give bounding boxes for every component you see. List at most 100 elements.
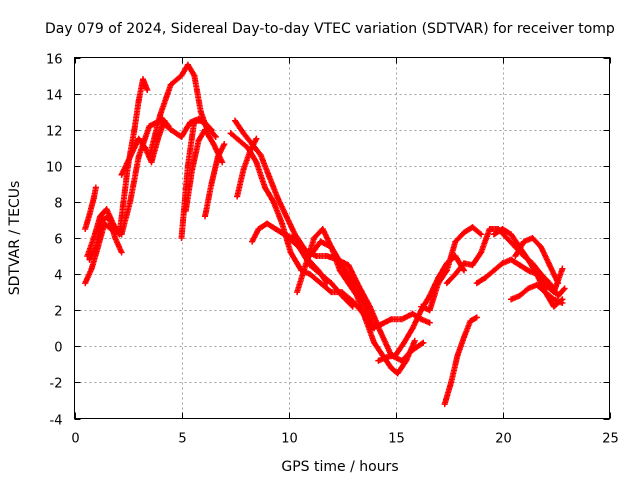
data-point [478, 249, 485, 256]
data-point [214, 153, 221, 160]
data-point [88, 265, 95, 272]
data-point [550, 289, 557, 296]
data-point [279, 220, 286, 227]
data-point [411, 337, 418, 344]
data-point [473, 280, 480, 287]
data-point [197, 108, 204, 115]
data-point [178, 72, 185, 79]
data-point [264, 220, 271, 227]
data-point [178, 235, 185, 241]
data-point [388, 316, 395, 323]
data-point [371, 339, 378, 346]
x-axis-label: GPS time / hours [281, 459, 398, 475]
data-point [285, 235, 292, 241]
data-point [270, 198, 277, 205]
data-point [490, 267, 497, 274]
y-tick-label: 8 [54, 197, 62, 212]
data-point [139, 76, 146, 83]
data-point [219, 159, 226, 166]
data-point [533, 281, 540, 288]
series-sat-b [82, 184, 99, 232]
data-point [559, 265, 566, 272]
series-sat-d [86, 213, 125, 263]
series-sat-m [234, 135, 260, 200]
y-tick-label: -2 [50, 377, 63, 392]
series-sat-x [508, 281, 566, 306]
data-point [306, 253, 313, 260]
data-point [555, 292, 562, 299]
data-point [420, 339, 427, 346]
data-point [409, 310, 416, 317]
data-point [529, 235, 536, 241]
series-sat-h [178, 117, 215, 241]
data-point [266, 173, 273, 180]
data-point [349, 280, 356, 287]
data-point [490, 231, 497, 238]
data-point [538, 244, 545, 251]
data-point [131, 126, 138, 133]
data-point [328, 289, 335, 296]
series-sat-q [285, 235, 356, 310]
y-tick-label: 0 [54, 341, 62, 356]
y-tick-label: 2 [54, 305, 62, 320]
series-sat-i [182, 126, 226, 214]
data-point [409, 325, 416, 332]
data-point [533, 271, 540, 278]
grid-lines [74, 57, 610, 419]
data-point [383, 354, 390, 361]
series-sat-v [473, 256, 566, 296]
data-point [255, 225, 262, 232]
data-point [469, 224, 476, 231]
data-point [520, 238, 527, 245]
data-point [377, 328, 384, 335]
data-point [426, 307, 433, 314]
data-point [512, 253, 519, 260]
data-point [317, 238, 324, 245]
data-point [349, 303, 356, 310]
data-point [144, 86, 151, 93]
data-point [418, 303, 425, 310]
data-point [86, 211, 93, 218]
data-point [127, 153, 134, 160]
data-point [236, 137, 243, 144]
data-point [195, 137, 202, 144]
data-point [234, 193, 241, 200]
data-point [516, 262, 523, 269]
data-point [525, 267, 532, 274]
data-point [221, 141, 228, 148]
data-point [317, 271, 324, 278]
data-point [452, 253, 459, 260]
data-point [103, 206, 110, 213]
data-point [135, 135, 142, 142]
data-point [546, 262, 553, 269]
series-marks [84, 76, 151, 259]
data-point [508, 256, 515, 263]
data-point [375, 357, 382, 364]
data-point [339, 292, 345, 299]
data-point [274, 195, 281, 202]
data-point [184, 61, 191, 68]
series-sat-j [202, 141, 228, 220]
data-point [313, 253, 320, 260]
data-point [86, 256, 93, 263]
data-point [240, 166, 247, 173]
data-point [319, 225, 326, 232]
data-point [287, 249, 294, 256]
data-point [97, 213, 104, 220]
data-point [336, 267, 343, 274]
data-point [202, 213, 209, 220]
x-tick-label: 5 [178, 432, 186, 447]
data-point [401, 339, 408, 346]
series-sat-g [150, 115, 172, 130]
data-point [360, 298, 367, 305]
data-point [328, 244, 335, 251]
y-tick-label: 4 [54, 269, 62, 284]
data-point [157, 112, 164, 119]
data-point [469, 262, 476, 269]
data-point [452, 238, 459, 245]
data-point [249, 238, 256, 245]
data-point [165, 123, 172, 130]
y-tick-label: 10 [46, 161, 63, 176]
data-point [460, 229, 467, 236]
data-point [92, 244, 99, 251]
